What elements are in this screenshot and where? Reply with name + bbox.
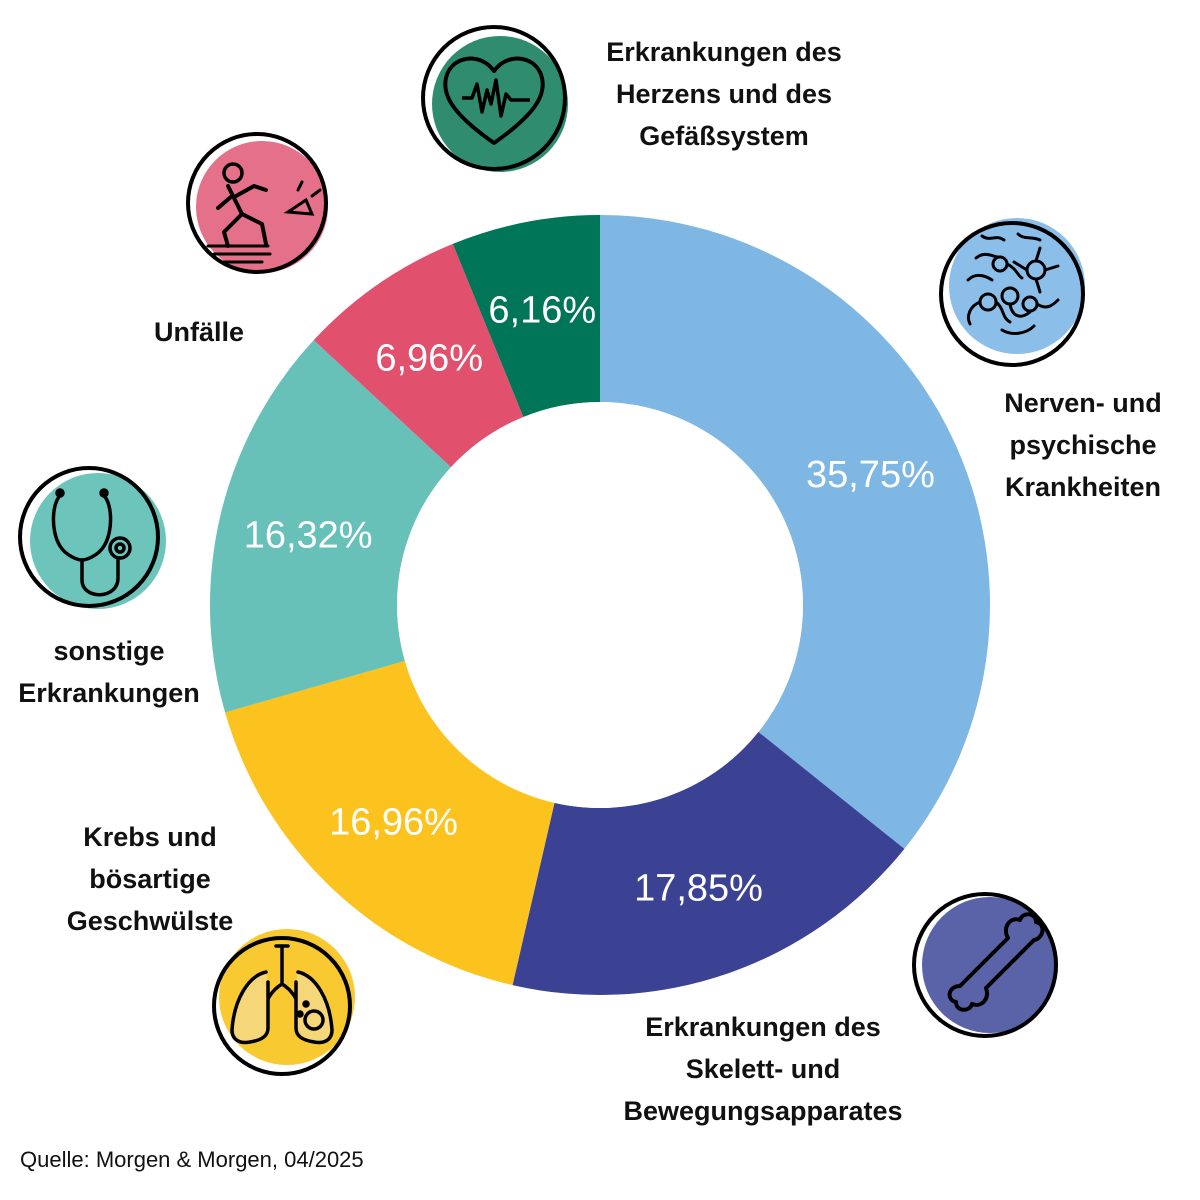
label-skeletal: Erkrankungen des Skelett- und Bewegungsa… [623,1012,903,1126]
source-note: Quelle: Morgen & Morgen, 04/2025 [20,1147,364,1172]
label-other-diseases: sonstige Erkrankungen [18,636,200,708]
label-accidents: Unfälle [153,317,245,347]
slice-1 [512,731,905,996]
bone-icon [912,892,1058,1038]
slice-label-5: 6,16% [488,290,596,332]
slice-2 [225,660,555,986]
label-cancer: Krebs und bösartige Geschwülste [66,822,234,936]
slice-label-2: 16,96% [329,802,458,844]
lungs-tumor-icon [212,929,355,1076]
stethoscope-icon [18,466,166,609]
slice-label-0: 35,75% [806,454,935,496]
slice-label-3: 16,32% [244,515,373,557]
slip-fall-icon [186,132,328,274]
slice-4 [313,243,524,468]
slice-label-1: 17,85% [634,867,763,909]
neurons-icon [939,218,1085,367]
donut-hole [397,402,803,808]
slice-0 [600,215,991,849]
label-heart-disease: Erkrankungen des Herzens und des Gefäßsy… [606,37,842,151]
slice-5 [452,215,600,418]
slice-label-4: 6,96% [375,337,483,379]
heart-pulse-icon [421,25,568,172]
label-nerve-psychic: Nerven- und psychische Krankheiten [1004,388,1162,502]
slice-3 [210,340,451,713]
